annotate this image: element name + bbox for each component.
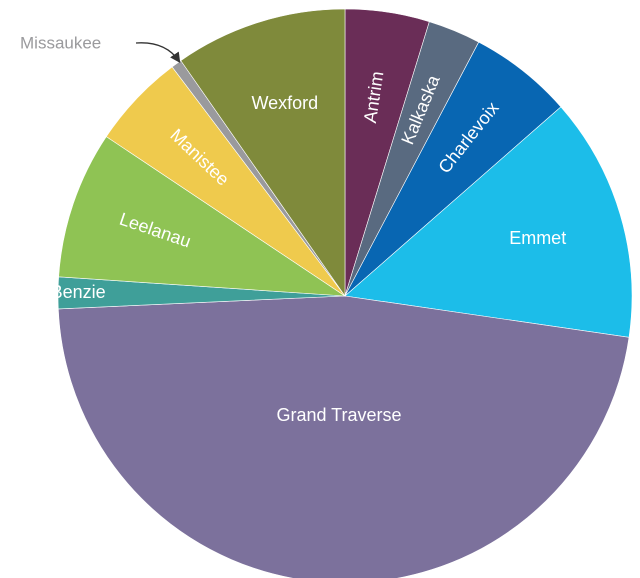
slice-label-wexford: Wexford bbox=[251, 93, 318, 113]
slice-label-grand-traverse: Grand Traverse bbox=[276, 405, 401, 425]
slice-label-missaukee: Missaukee bbox=[20, 33, 101, 52]
slice-label-benzie: Benzie bbox=[51, 282, 106, 302]
callout-arrow bbox=[135, 42, 181, 64]
pie-slices bbox=[57, 8, 633, 578]
pie-slice-leelanau bbox=[58, 136, 347, 297]
pie-slice-wexford bbox=[180, 8, 346, 297]
pie-slice-grand-traverse bbox=[57, 295, 630, 578]
slice-label-emmet: Emmet bbox=[509, 228, 566, 248]
pie-slice-emmet bbox=[344, 106, 633, 338]
